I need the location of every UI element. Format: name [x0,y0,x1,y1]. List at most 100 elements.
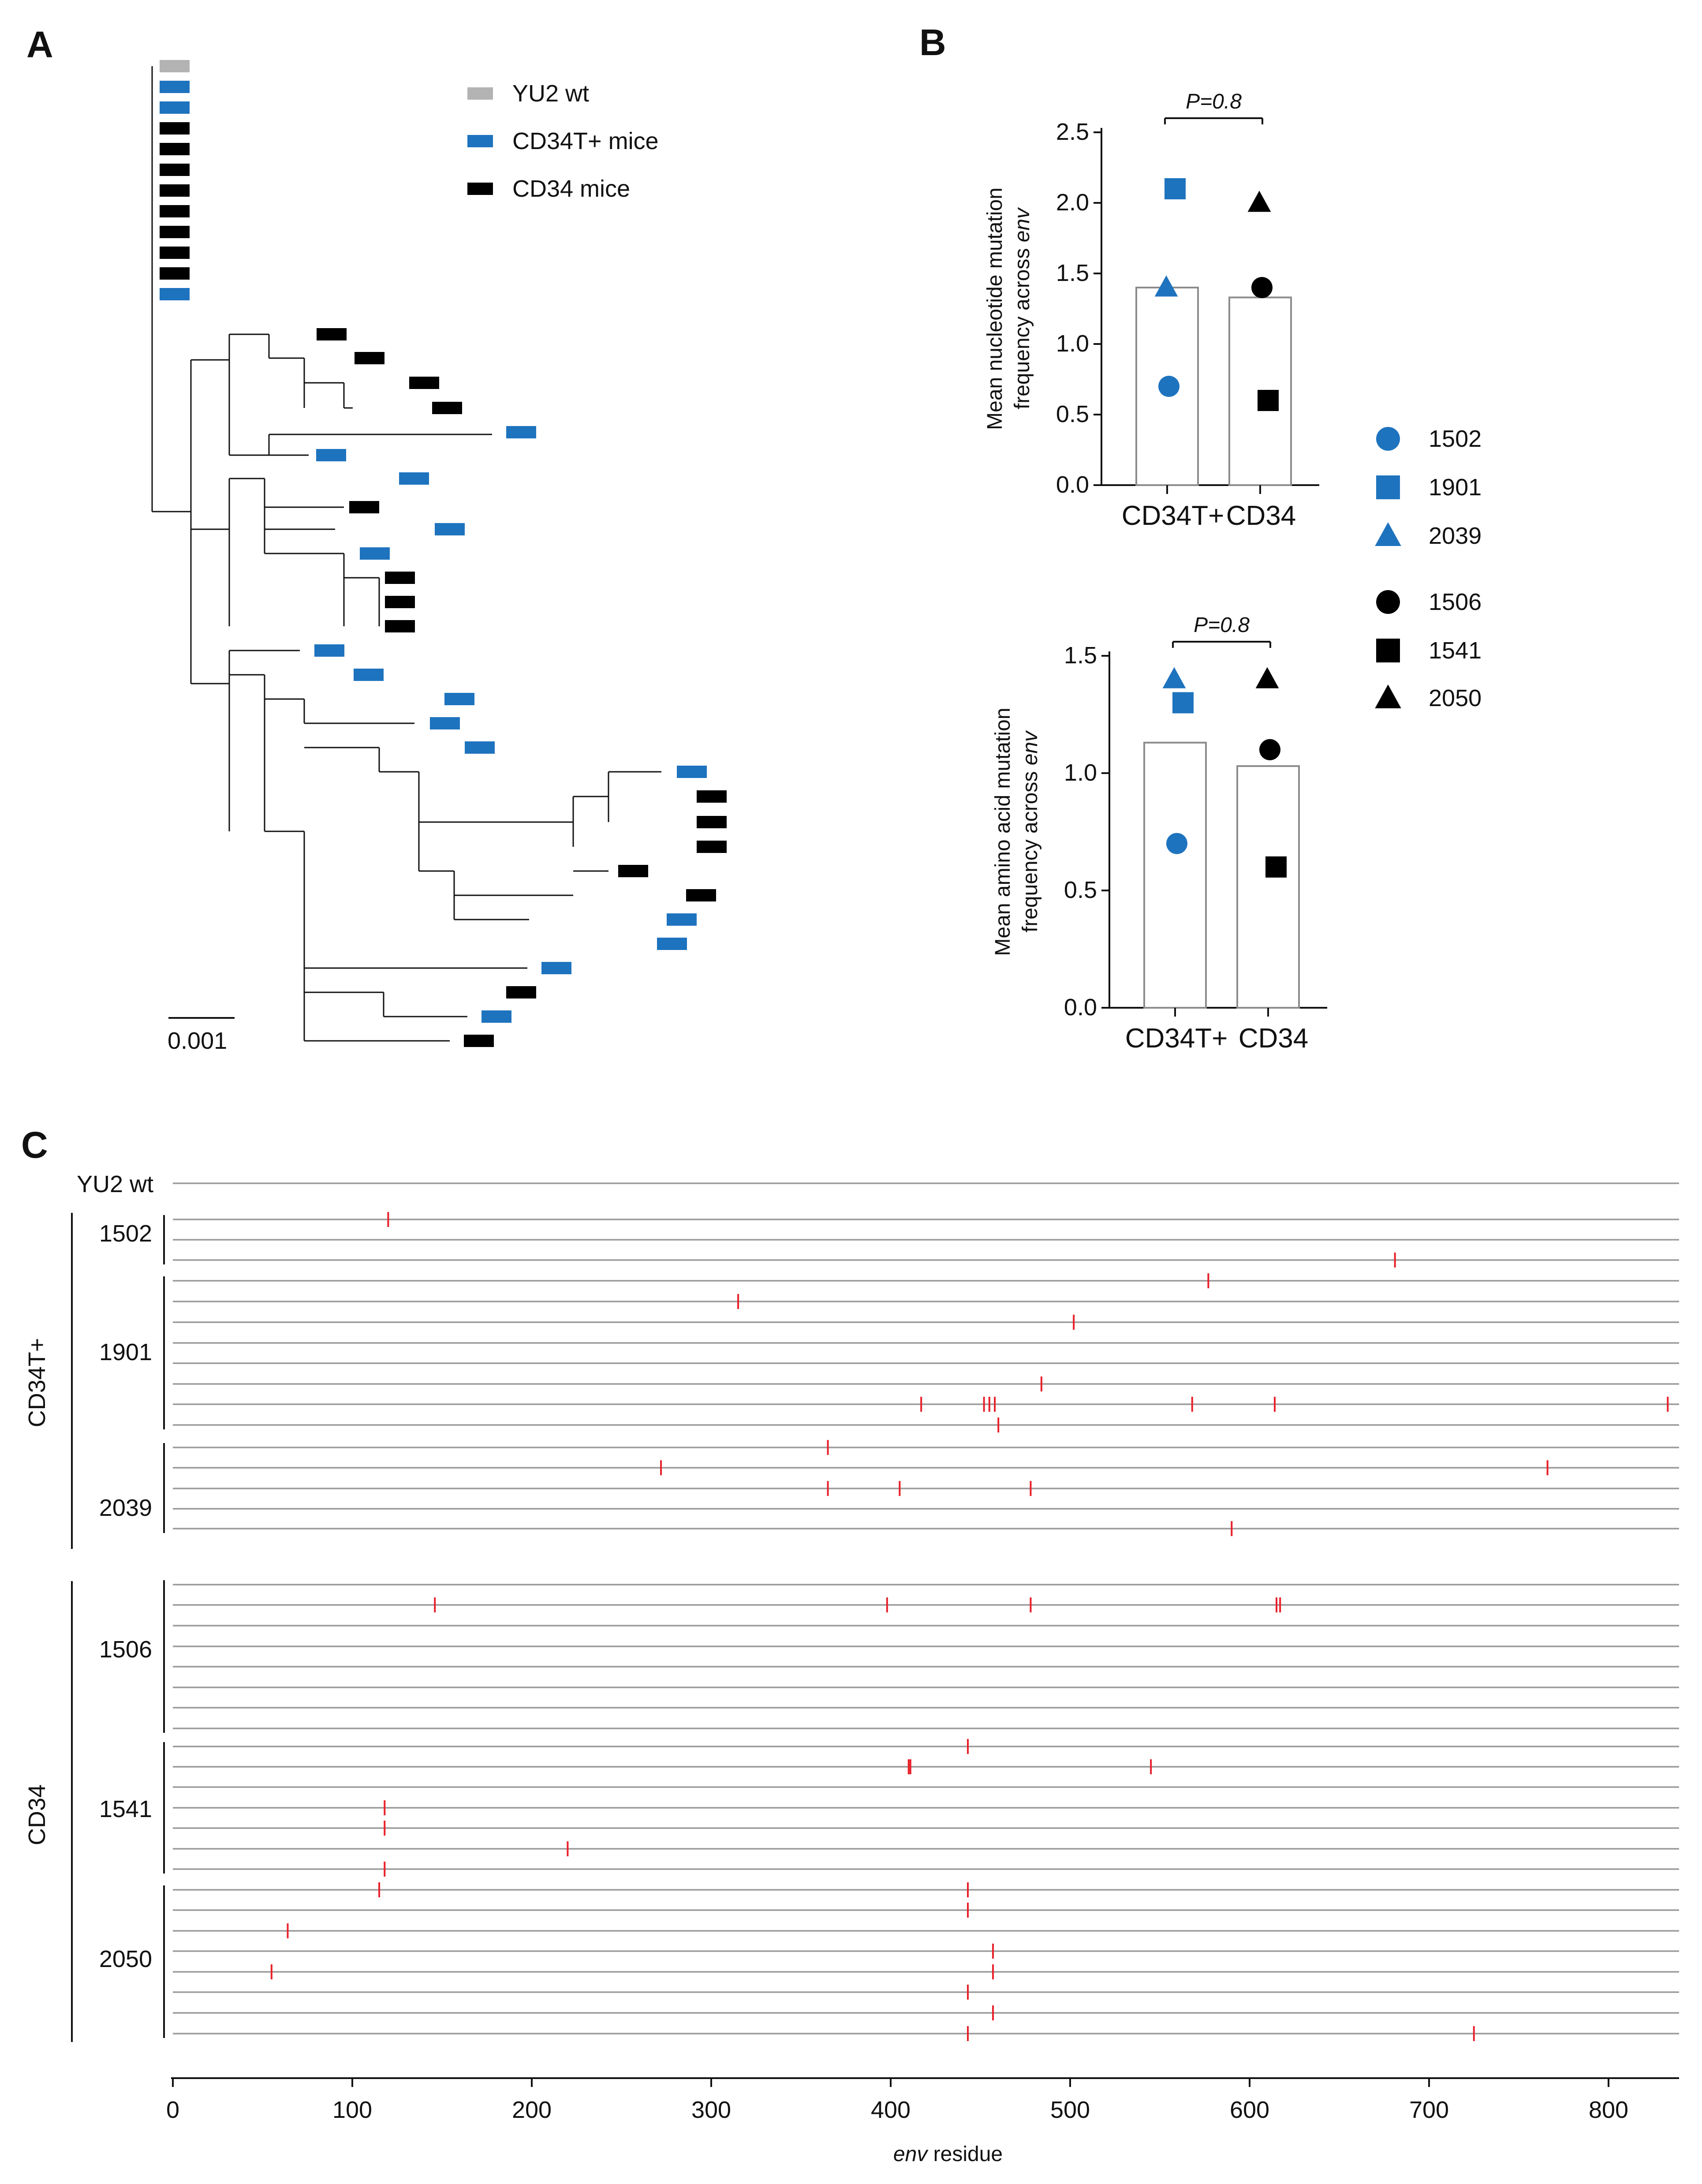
legend-swatch-cd34 [467,183,493,195]
tree-leaf [385,596,415,608]
tree-leaf [409,377,439,389]
tree-leaf [697,841,727,853]
x-tick-label: 600 [1230,2097,1269,2123]
env-mutation-map: YU2 wt CD34T+ 1502 1901 2039 CD34 1506 1541 2050… [24,1171,1679,2166]
legend-marker-1502 [1376,427,1400,451]
group-label: CD34T+ [24,1338,50,1428]
y-tick-label: 1.5 [1056,260,1089,286]
x-tick-label: CD34T+ [1125,1023,1228,1054]
y-axis-label-line2: frequency across env [1011,207,1034,409]
legend-label-1502: 1502 [1429,426,1482,452]
nucleotide-mutation-chart: 0.0 0.5 1.0 1.5 2.0 2.5 CD34T+ CD34 P=0.8 Mean nu… [983,90,1319,531]
data-point-1502 [1166,833,1187,854]
tree-leaf [697,790,727,803]
p-value: P=0.8 [1186,90,1242,113]
tree-leaf [677,766,707,778]
panel-label-a: A [26,24,53,65]
x-axis-label-italic: env [893,2143,929,2166]
legend-label-cd34: CD34 mice [512,176,630,202]
tree-scale-bar: 0.001 [168,1017,235,1054]
x-tick-label: 100 [332,2097,372,2123]
x-tick-label: 300 [691,2097,731,2123]
bar-cd34t [1143,741,1207,1009]
panel-label-b: B [919,22,946,63]
legend-label-2050: 2050 [1429,685,1482,711]
tree-leaf [432,402,462,414]
mouse-label: 1502 [99,1220,152,1247]
x-tick-label: 400 [871,2097,911,2123]
mouse-label: 2050 [99,1946,152,1972]
tree-leaf-unresolved [160,164,190,176]
tree-legend: YU2 wt CD34T+ mice CD34 mice [467,80,659,202]
legend-marker-2050 [1375,684,1401,708]
data-point-1901 [1172,692,1194,714]
wt-label: YU2 wt [77,1171,153,1197]
data-point-2039 [1154,275,1178,297]
tree-leaf-unresolved [160,143,190,155]
x-tick-label: 200 [512,2097,552,2123]
p-value: P=0.8 [1194,613,1250,637]
data-point-1541 [1265,856,1287,878]
y-tick-label: 0.0 [1064,994,1097,1021]
tree-leaf [349,501,379,513]
legend-swatch-wt [467,87,493,100]
data-point-2050 [1255,667,1279,688]
tree-leaf [481,1010,511,1023]
x-tick-label: 500 [1050,2097,1090,2123]
tree-leaf [399,472,429,485]
legend-label-2039: 2039 [1429,523,1482,549]
tree-leaf-unresolved [160,226,190,238]
tree-leaf [541,962,571,974]
tree-leaf [465,741,495,754]
x-tick-label: 0 [166,2097,179,2123]
tree-leaf-unresolved [160,184,190,197]
x-axis-label-rest: residue [927,2143,1003,2166]
group-label: CD34 [24,1784,50,1845]
tree-leaf [435,523,465,535]
tree-leaf [667,913,697,926]
amino-acid-mutation-chart: 0.0 0.5 1.0 1.5 CD34T+ CD34 P=0.8 Mean amino ac… [991,613,1327,1054]
tree-leaf [316,449,346,461]
x-tick-label: CD34 [1226,501,1296,531]
y-tick-label: 2.5 [1056,119,1089,145]
tree-leaf [506,426,536,438]
tree-leaf [314,644,344,657]
y-axis-label-line2: frequency across env [1019,730,1042,932]
mouse-label: 2039 [99,1495,152,1521]
phylogenetic-tree [151,60,727,1047]
tree-leaf [385,620,415,632]
panel-label-c: C [21,1124,48,1166]
tree-leaf [354,669,384,681]
x-tick-label: 800 [1589,2097,1628,2123]
legend-label-wt: YU2 wt [512,80,589,107]
data-point-1541 [1258,390,1279,411]
legend-marker-1541 [1376,639,1400,662]
data-point-1506 [1251,277,1273,298]
legend-label-1506: 1506 [1429,589,1482,615]
x-tick-label: CD34 [1239,1023,1309,1054]
tree-leaf-unresolved [160,122,190,135]
legend-swatch-cd34t [467,135,493,147]
data-point-1901 [1165,178,1186,199]
tree-leaf [360,547,390,560]
legend-label-cd34t: CD34T+ mice [512,128,659,154]
legend-label-1541: 1541 [1429,637,1482,664]
y-axis-label-line1: Mean nucleotide mutation [983,187,1007,430]
tree-leaf [464,1035,494,1047]
tree-leaf-unresolved [160,205,190,217]
x-tick-label: 700 [1409,2097,1449,2123]
legend-marker-1506 [1376,590,1400,614]
tree-leaf [355,352,384,364]
tree-leaf [618,865,648,877]
bar-cd34 [1236,765,1300,1009]
y-axis-label-line2-italic: env [1011,207,1034,242]
tree-leaf [317,328,347,340]
mouse-label: 1901 [99,1339,152,1365]
tree-leaf-unresolved [160,267,190,280]
y-tick-label: 0.0 [1056,471,1089,498]
y-axis-label-line2-italic: env [1019,730,1042,765]
legend-label-1901: 1901 [1429,474,1482,501]
mouse-label: 1541 [99,1796,152,1822]
tree-leaf [686,889,716,901]
